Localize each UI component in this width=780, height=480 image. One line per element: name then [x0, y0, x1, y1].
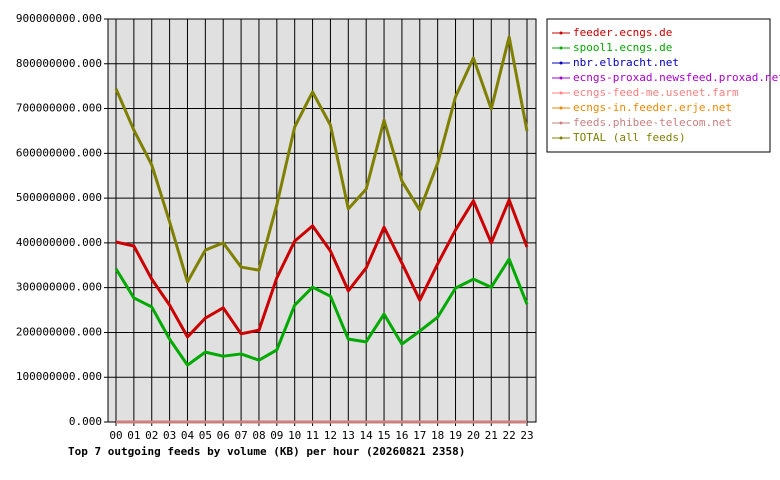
legend-label: feeds.phibee-telecom.net: [573, 116, 732, 129]
series-line: [115, 198, 529, 339]
x-tick-label: 07: [234, 429, 247, 442]
x-tick-label: 17: [413, 429, 426, 442]
x-tick-label: 04: [181, 429, 195, 442]
x-tick-label: 03: [163, 429, 176, 442]
x-tick-label: 11: [306, 429, 319, 442]
y-tick-label: 0.000: [69, 415, 102, 428]
x-tick-label: 05: [199, 429, 212, 442]
x-tick-label: 13: [342, 429, 355, 442]
legend-marker: [559, 121, 563, 125]
legend-marker: [559, 106, 563, 110]
legend-marker: [559, 46, 563, 50]
series-line: [114, 35, 529, 284]
legend-label: ecngs-feed-me.usenet.farm: [573, 86, 739, 99]
x-tick-label: 18: [431, 429, 444, 442]
legend-box: [546, 18, 771, 153]
y-tick-label: 400000000.000: [16, 236, 102, 249]
x-tick-label: 00: [109, 429, 122, 442]
y-tick-label: 500000000.000: [16, 191, 102, 204]
series-line: [114, 257, 529, 367]
x-tick-label: 22: [503, 429, 516, 442]
legend-label: nbr.elbracht.net: [573, 56, 679, 69]
x-tick-label: 06: [217, 429, 230, 442]
x-tick-label: 20: [467, 429, 480, 442]
y-tick-label: 100000000.000: [16, 370, 102, 383]
legend-marker: [559, 91, 563, 95]
legend-marker: [559, 136, 563, 140]
legend-marker: [559, 61, 563, 65]
legend-label: TOTAL (all feeds): [573, 131, 686, 144]
y-tick-label: 600000000.000: [16, 146, 102, 159]
y-tick-label: 700000000.000: [16, 102, 102, 115]
legend-label: feeder.ecngs.de: [573, 26, 672, 39]
x-tick-label: 12: [324, 429, 337, 442]
x-tick-label: 16: [395, 429, 408, 442]
legend-label: ecngs-proxad.newsfeed.proxad.net: [573, 71, 780, 84]
legend-marker: [559, 76, 563, 80]
x-tick-label: 21: [485, 429, 498, 442]
x-tick-label: 09: [270, 429, 283, 442]
x-tick-label: 23: [520, 429, 533, 442]
y-tick-label: 900000000.000: [16, 12, 102, 25]
x-tick-label: 01: [127, 429, 140, 442]
x-tick-label: 02: [145, 429, 158, 442]
x-tick-label: 19: [449, 429, 462, 442]
x-tick-label: 14: [360, 429, 374, 442]
x-tick-label: 10: [288, 429, 301, 442]
y-tick-label: 300000000.000: [16, 281, 102, 294]
legend-label: spool1.ecngs.de: [573, 41, 672, 54]
x-tick-label: 15: [377, 429, 390, 442]
y-tick-label: 200000000.000: [16, 325, 102, 338]
plot-area: [108, 19, 536, 422]
legend-marker: [559, 31, 563, 35]
y-tick-label: 800000000.000: [16, 57, 102, 70]
chart-title: Top 7 outgoing feeds by volume (KB) per …: [68, 445, 465, 458]
legend-label: ecngs-in.feeder.erje.net: [573, 101, 732, 114]
x-tick-label: 08: [252, 429, 265, 442]
